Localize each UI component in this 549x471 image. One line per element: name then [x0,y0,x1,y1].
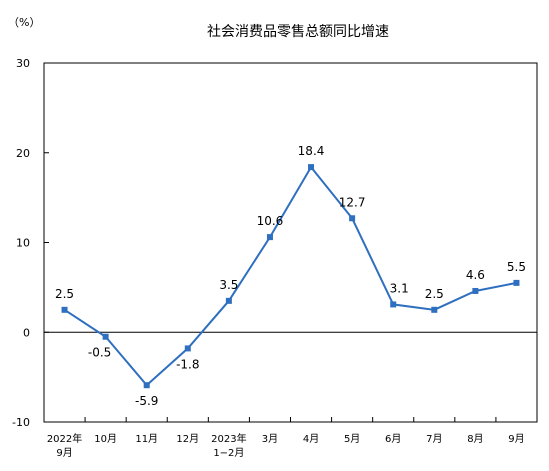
data-point [184,345,191,352]
x-tick-label: 5月 [344,433,360,445]
series-line [63,165,517,387]
x-tick-label: 7月 [426,433,442,445]
data-label: 3.5 [219,278,238,292]
data-label: 18.4 [298,144,325,158]
x-tick-label: 2023年 [211,432,246,445]
series-markers [61,164,520,389]
data-point [308,164,315,171]
data-label: -5.9 [135,394,158,408]
x-tick-label: 8月 [467,433,483,445]
y-tick-label: -10 [12,416,30,429]
x-tick-label: 4月 [303,433,319,445]
data-point [143,382,150,389]
data-point [225,297,232,304]
x-tick-label: 3月 [262,433,278,445]
data-label: 3.1 [390,281,409,295]
x-tick-label: 12月 [176,433,199,445]
chart-title: 社会消费品零售总额同比增速 [207,24,389,40]
x-tick-label: 2022年 [47,432,82,445]
x-tick-label: 6月 [385,433,401,445]
x-axis: 2022年 9月 10月 11月 12月 2023年 1−2月 3月 4月 5月 6月 7月 8月 9月 [47,417,525,459]
data-label: -1.8 [176,357,199,371]
data-point [102,333,109,340]
data-label: 2.5 [55,287,74,301]
data-label: 10.6 [257,214,284,228]
y-tick-label: 10 [16,237,30,250]
x-tick-label: 9月 [56,447,72,459]
y-axis-unit-label: （%） [8,16,40,29]
data-point [266,234,273,241]
data-point [390,301,397,308]
x-tick-label: 10月 [94,433,117,445]
y-axis: -10 0 10 20 30 [12,57,49,429]
data-labels: 2.5 -0.5 -5.9 -1.8 3.5 10.6 18.4 12.7 3.1 2.5 4.6 5… [55,144,526,408]
data-point [431,306,438,313]
y-tick-label: 0 [23,326,30,339]
y-tick-label: 30 [16,57,30,70]
data-point [61,306,68,313]
data-label: 4.6 [466,268,485,282]
data-label: 5.5 [507,260,526,274]
y-tick-label: 20 [16,147,30,160]
data-label: 2.5 [425,287,444,301]
x-tick-label: 9月 [508,433,524,445]
data-label: 12.7 [339,195,366,209]
data-point [472,287,479,294]
data-point [349,215,356,222]
x-tick-label: 11月 [135,433,158,445]
data-point [513,279,520,286]
x-tick-label: 1−2月 [213,447,244,459]
plot-area-frame [43,62,538,423]
data-label: -0.5 [88,346,111,360]
